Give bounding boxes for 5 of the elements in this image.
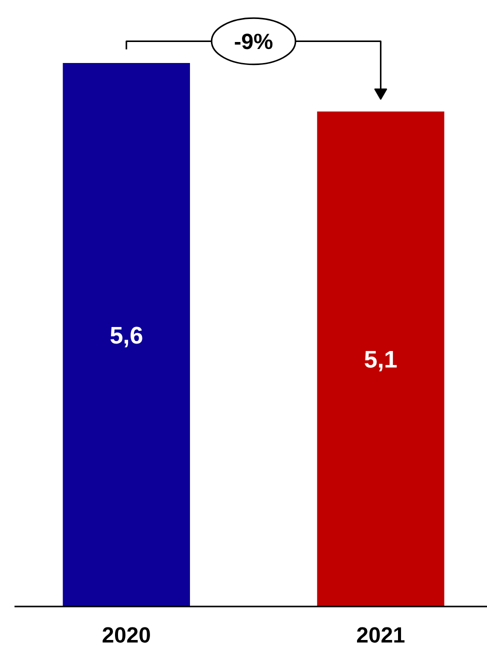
x-tick-label: 2021 [356, 622, 406, 648]
data-label: 5,6 [110, 322, 144, 350]
x-tick-label: 2020 [102, 622, 151, 648]
text: -9% [234, 28, 274, 54]
data-label: 5,1 [364, 346, 398, 374]
